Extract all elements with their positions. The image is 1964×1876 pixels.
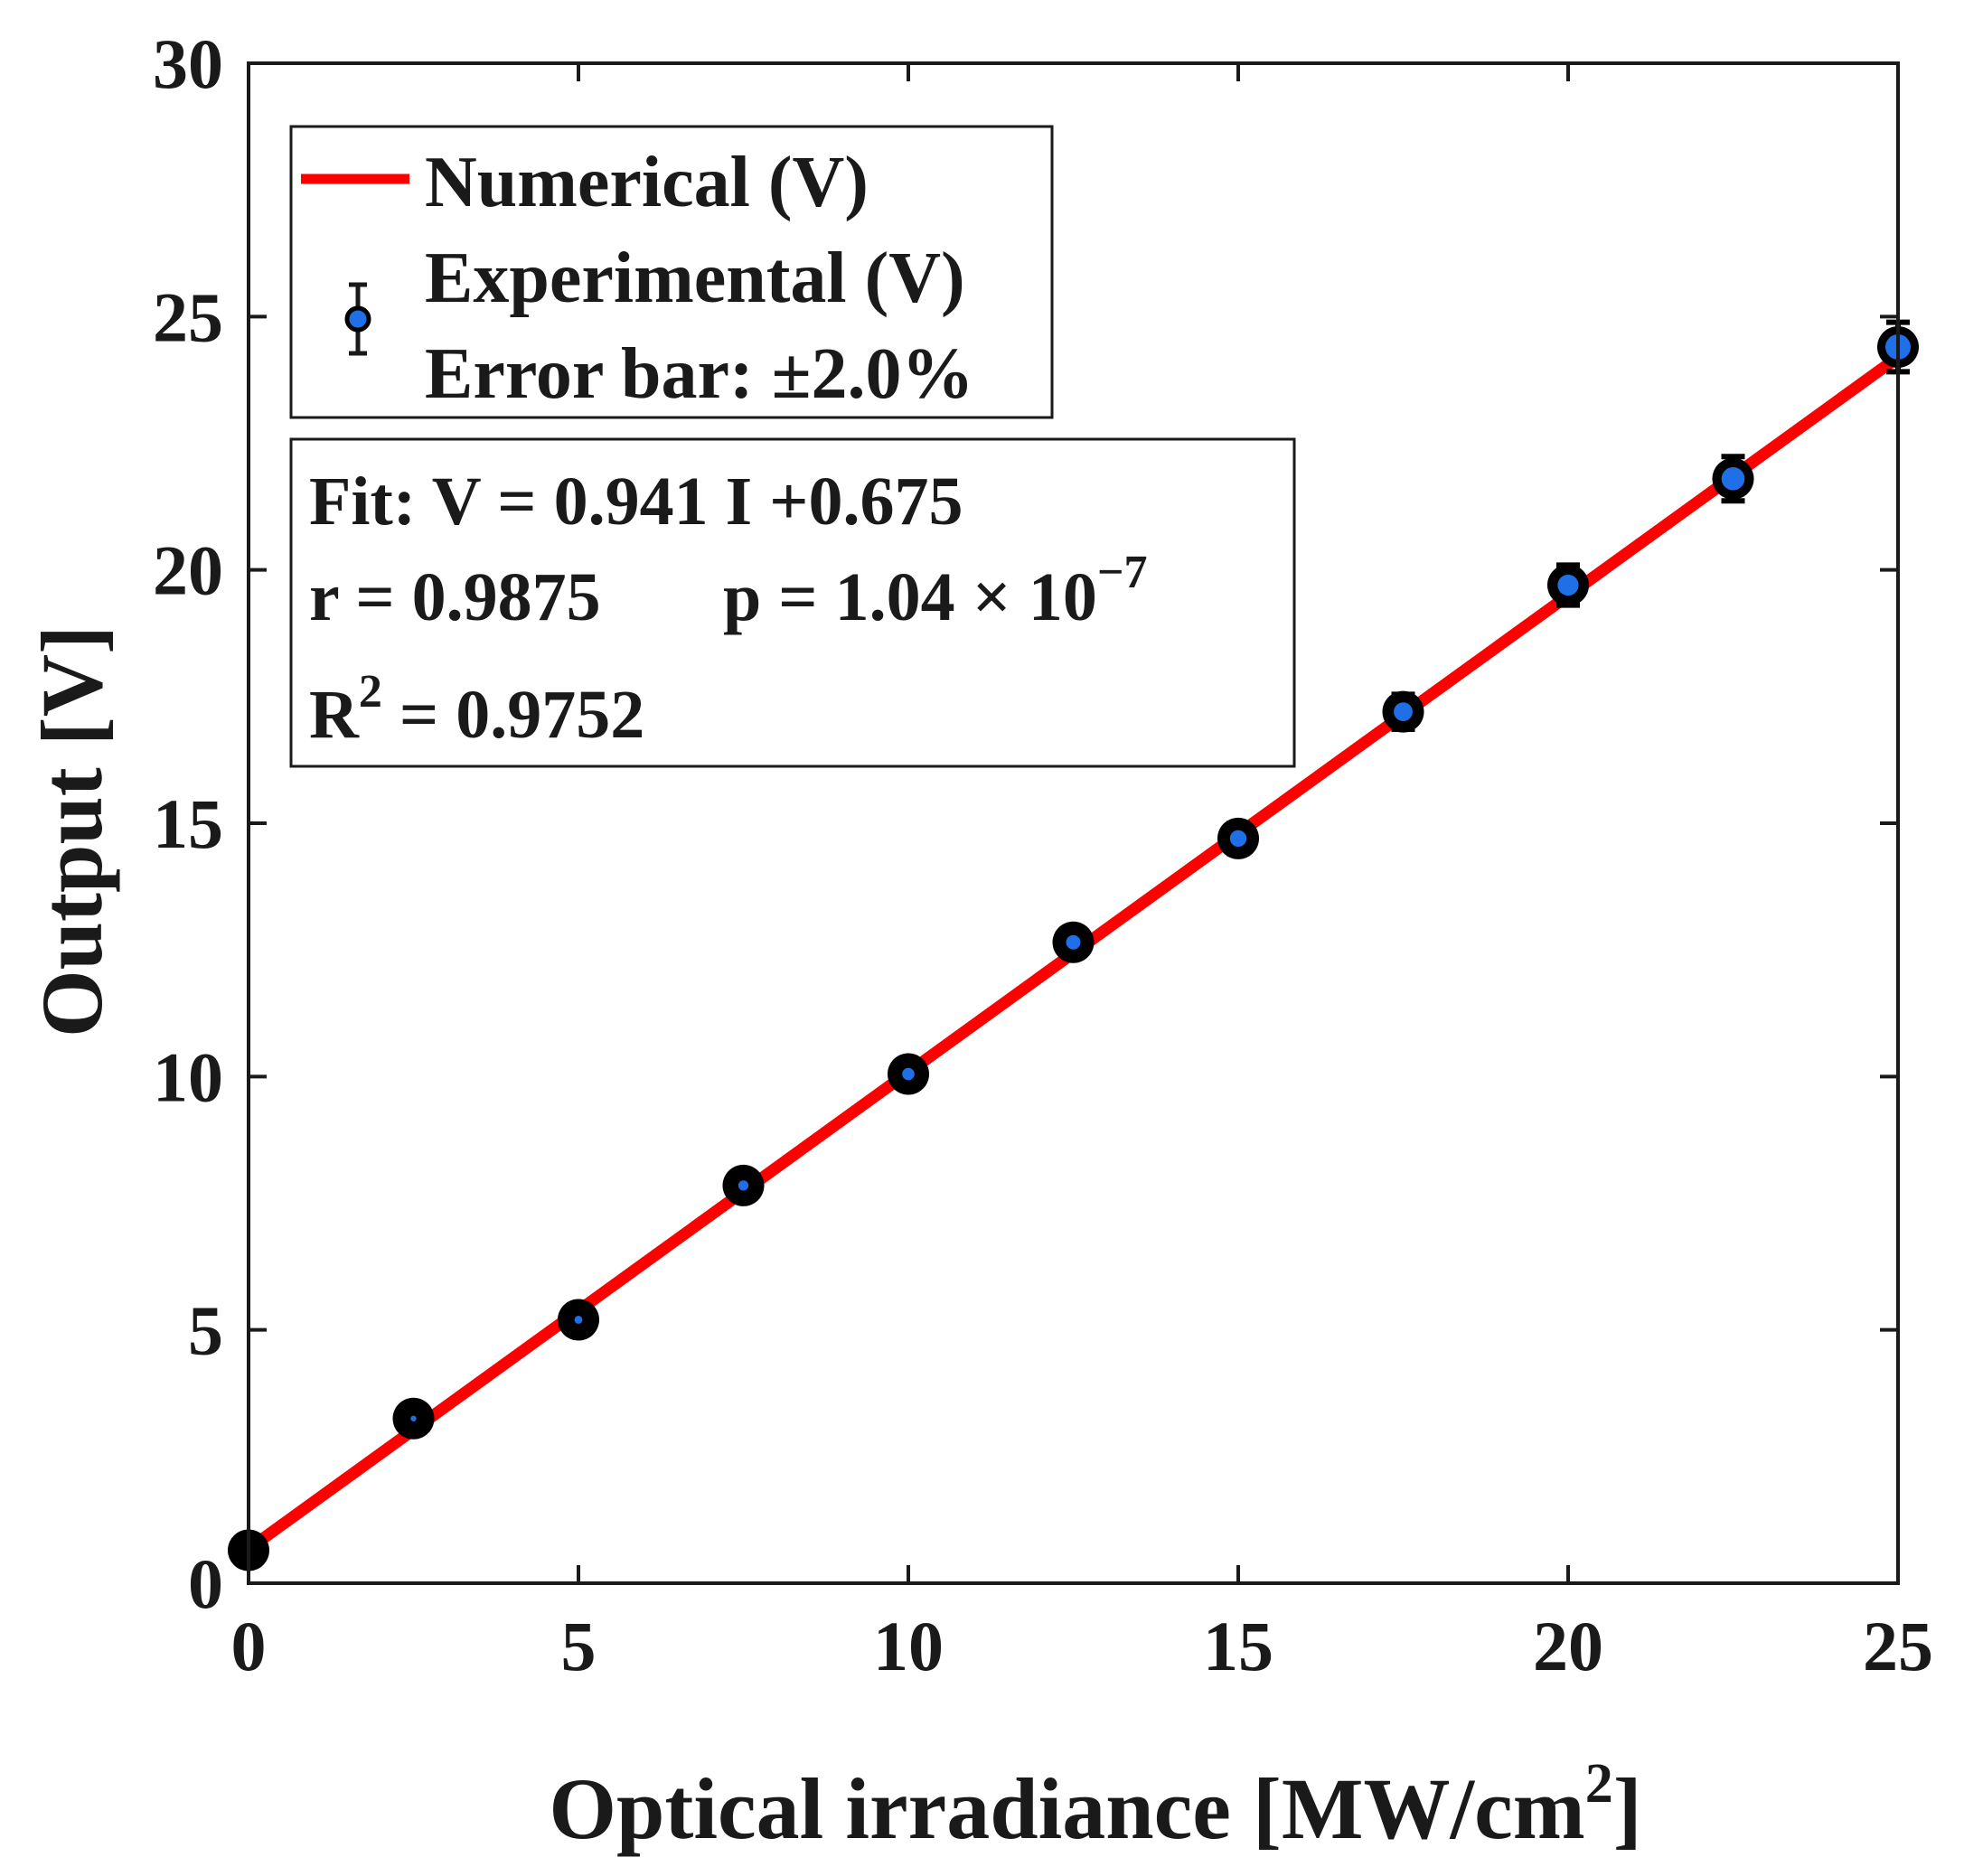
data-point-marker (410, 1415, 417, 1421)
r-squared-superscript: 2 (359, 666, 382, 718)
x-tick-label: 0 (231, 1607, 267, 1685)
data-point-marker (1229, 830, 1247, 848)
legend: Numerical (V) Experimental (V) Error bar… (289, 125, 1054, 419)
y-tick-label: 0 (188, 1544, 223, 1623)
fit-statistics: Fit: V = 0.941 I +0.675 r = 0.9875 p = 1… (289, 437, 1296, 768)
correlation-r: r = 0.9875 (309, 559, 601, 635)
x-axis-title: Optical irradiance [MW/cm2] (549, 1753, 1641, 1857)
fit-statistics-box (289, 437, 1296, 768)
x-tick-label: 10 (873, 1607, 944, 1685)
x-tick-label: 15 (1203, 1607, 1273, 1685)
axis-ticks: 0 5 10 15 20 25 0 5 10 15 20 25 30 (153, 24, 1933, 1685)
y-tick-label: 30 (153, 24, 223, 103)
data-point (392, 1397, 435, 1440)
legend-marker-swatch (344, 305, 371, 333)
data-point (1547, 562, 1589, 608)
p-value-base: p = 1.04 × 10 (723, 559, 1097, 635)
y-tick-label: 20 (153, 531, 223, 610)
x-axis-title-end: ] (1613, 1760, 1642, 1857)
p-value: p = 1.04 × 10−7 (723, 547, 1148, 635)
data-point (1382, 690, 1424, 733)
x-tick-label: 25 (1863, 1607, 1933, 1685)
data-point-marker (1721, 466, 1745, 491)
data-point-marker (1557, 574, 1579, 596)
x-tick-label: 20 (1533, 1607, 1603, 1685)
legend-box (289, 125, 1054, 419)
data-point (888, 1053, 929, 1095)
y-tick-label: 5 (188, 1291, 223, 1370)
p-value-exponent: −7 (1097, 547, 1148, 598)
axes-frame (247, 61, 1900, 1585)
y-tick-label: 10 (153, 1037, 223, 1116)
y-tick-label: 25 (153, 277, 223, 356)
data-point (558, 1299, 599, 1341)
y-axis-title: Output [V] (23, 625, 120, 1037)
data-point-marker (738, 1180, 749, 1191)
data-point-marker (1066, 934, 1081, 950)
x-axis-title-superscript: 2 (1585, 1753, 1613, 1815)
legend-line-label: Numerical (V) (425, 143, 869, 222)
r-squared: R2 = 0.9752 (309, 666, 644, 753)
data-point (1052, 921, 1095, 963)
data-point-marker (902, 1067, 915, 1081)
legend-marker-label: Experimental (V) (425, 239, 965, 318)
data-point-marker (1394, 702, 1413, 722)
fit-equation: Fit: V = 0.941 I +0.675 (309, 464, 963, 539)
y-tick-label: 15 (153, 784, 223, 863)
r-squared-value: = 0.9752 (382, 677, 644, 753)
r-squared-base: R (309, 677, 360, 753)
x-axis-title-main: Optical irradiance [MW/cm (549, 1760, 1584, 1857)
x-tick-label: 5 (561, 1607, 597, 1685)
data-point-marker (574, 1316, 583, 1324)
data-point (1712, 454, 1754, 504)
data-point (1217, 817, 1259, 859)
data-point (722, 1164, 765, 1206)
plot-area (228, 319, 1919, 1571)
legend-error-label: Error bar: ±2.0% (425, 334, 974, 414)
